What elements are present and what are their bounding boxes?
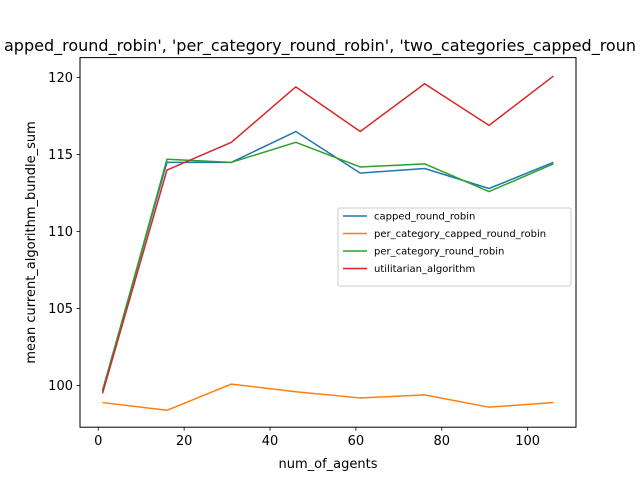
- legend-label-2: per_category_round_robin: [374, 247, 504, 258]
- y-axis: 100 105 110 115 120: [48, 71, 80, 394]
- y-tick-label: 100: [48, 379, 73, 394]
- chart-title: apped_round_robin', 'per_category_round_…: [4, 36, 636, 56]
- y-tick-label: 105: [48, 302, 73, 317]
- legend-box: [337, 207, 572, 287]
- x-tick-label: 100: [515, 434, 540, 449]
- series-line-0: [101, 130, 554, 391]
- x-tick-label: 20: [176, 434, 193, 449]
- x-tick-label: 0: [94, 434, 102, 449]
- series-line-1: [102, 383, 554, 412]
- legend-label-3: utilitarian_algorithm: [374, 264, 475, 275]
- x-tick-label: 60: [348, 434, 365, 449]
- legend-label-0: capped_round_robin: [374, 212, 475, 223]
- plot-lines: [101, 75, 554, 412]
- legend-label-1: per_category_capped_round_robin: [374, 229, 546, 240]
- y-axis-label: mean current_algorithm_bundle_sum: [24, 121, 39, 363]
- x-axis: 0 20 40 60 80 100: [94, 427, 540, 449]
- legend: capped_round_robin per_category_capped_ro…: [337, 207, 572, 287]
- x-tick-label: 80: [434, 434, 451, 449]
- y-tick-label: 110: [48, 225, 73, 240]
- y-tick-label: 115: [48, 148, 73, 163]
- x-axis-label: num_of_agents: [279, 457, 378, 472]
- x-tick-label: 40: [262, 434, 279, 449]
- series-line-3: [101, 75, 554, 394]
- series-line-2: [101, 141, 554, 392]
- y-tick-label: 120: [48, 71, 73, 86]
- plot-frame: [79, 57, 577, 428]
